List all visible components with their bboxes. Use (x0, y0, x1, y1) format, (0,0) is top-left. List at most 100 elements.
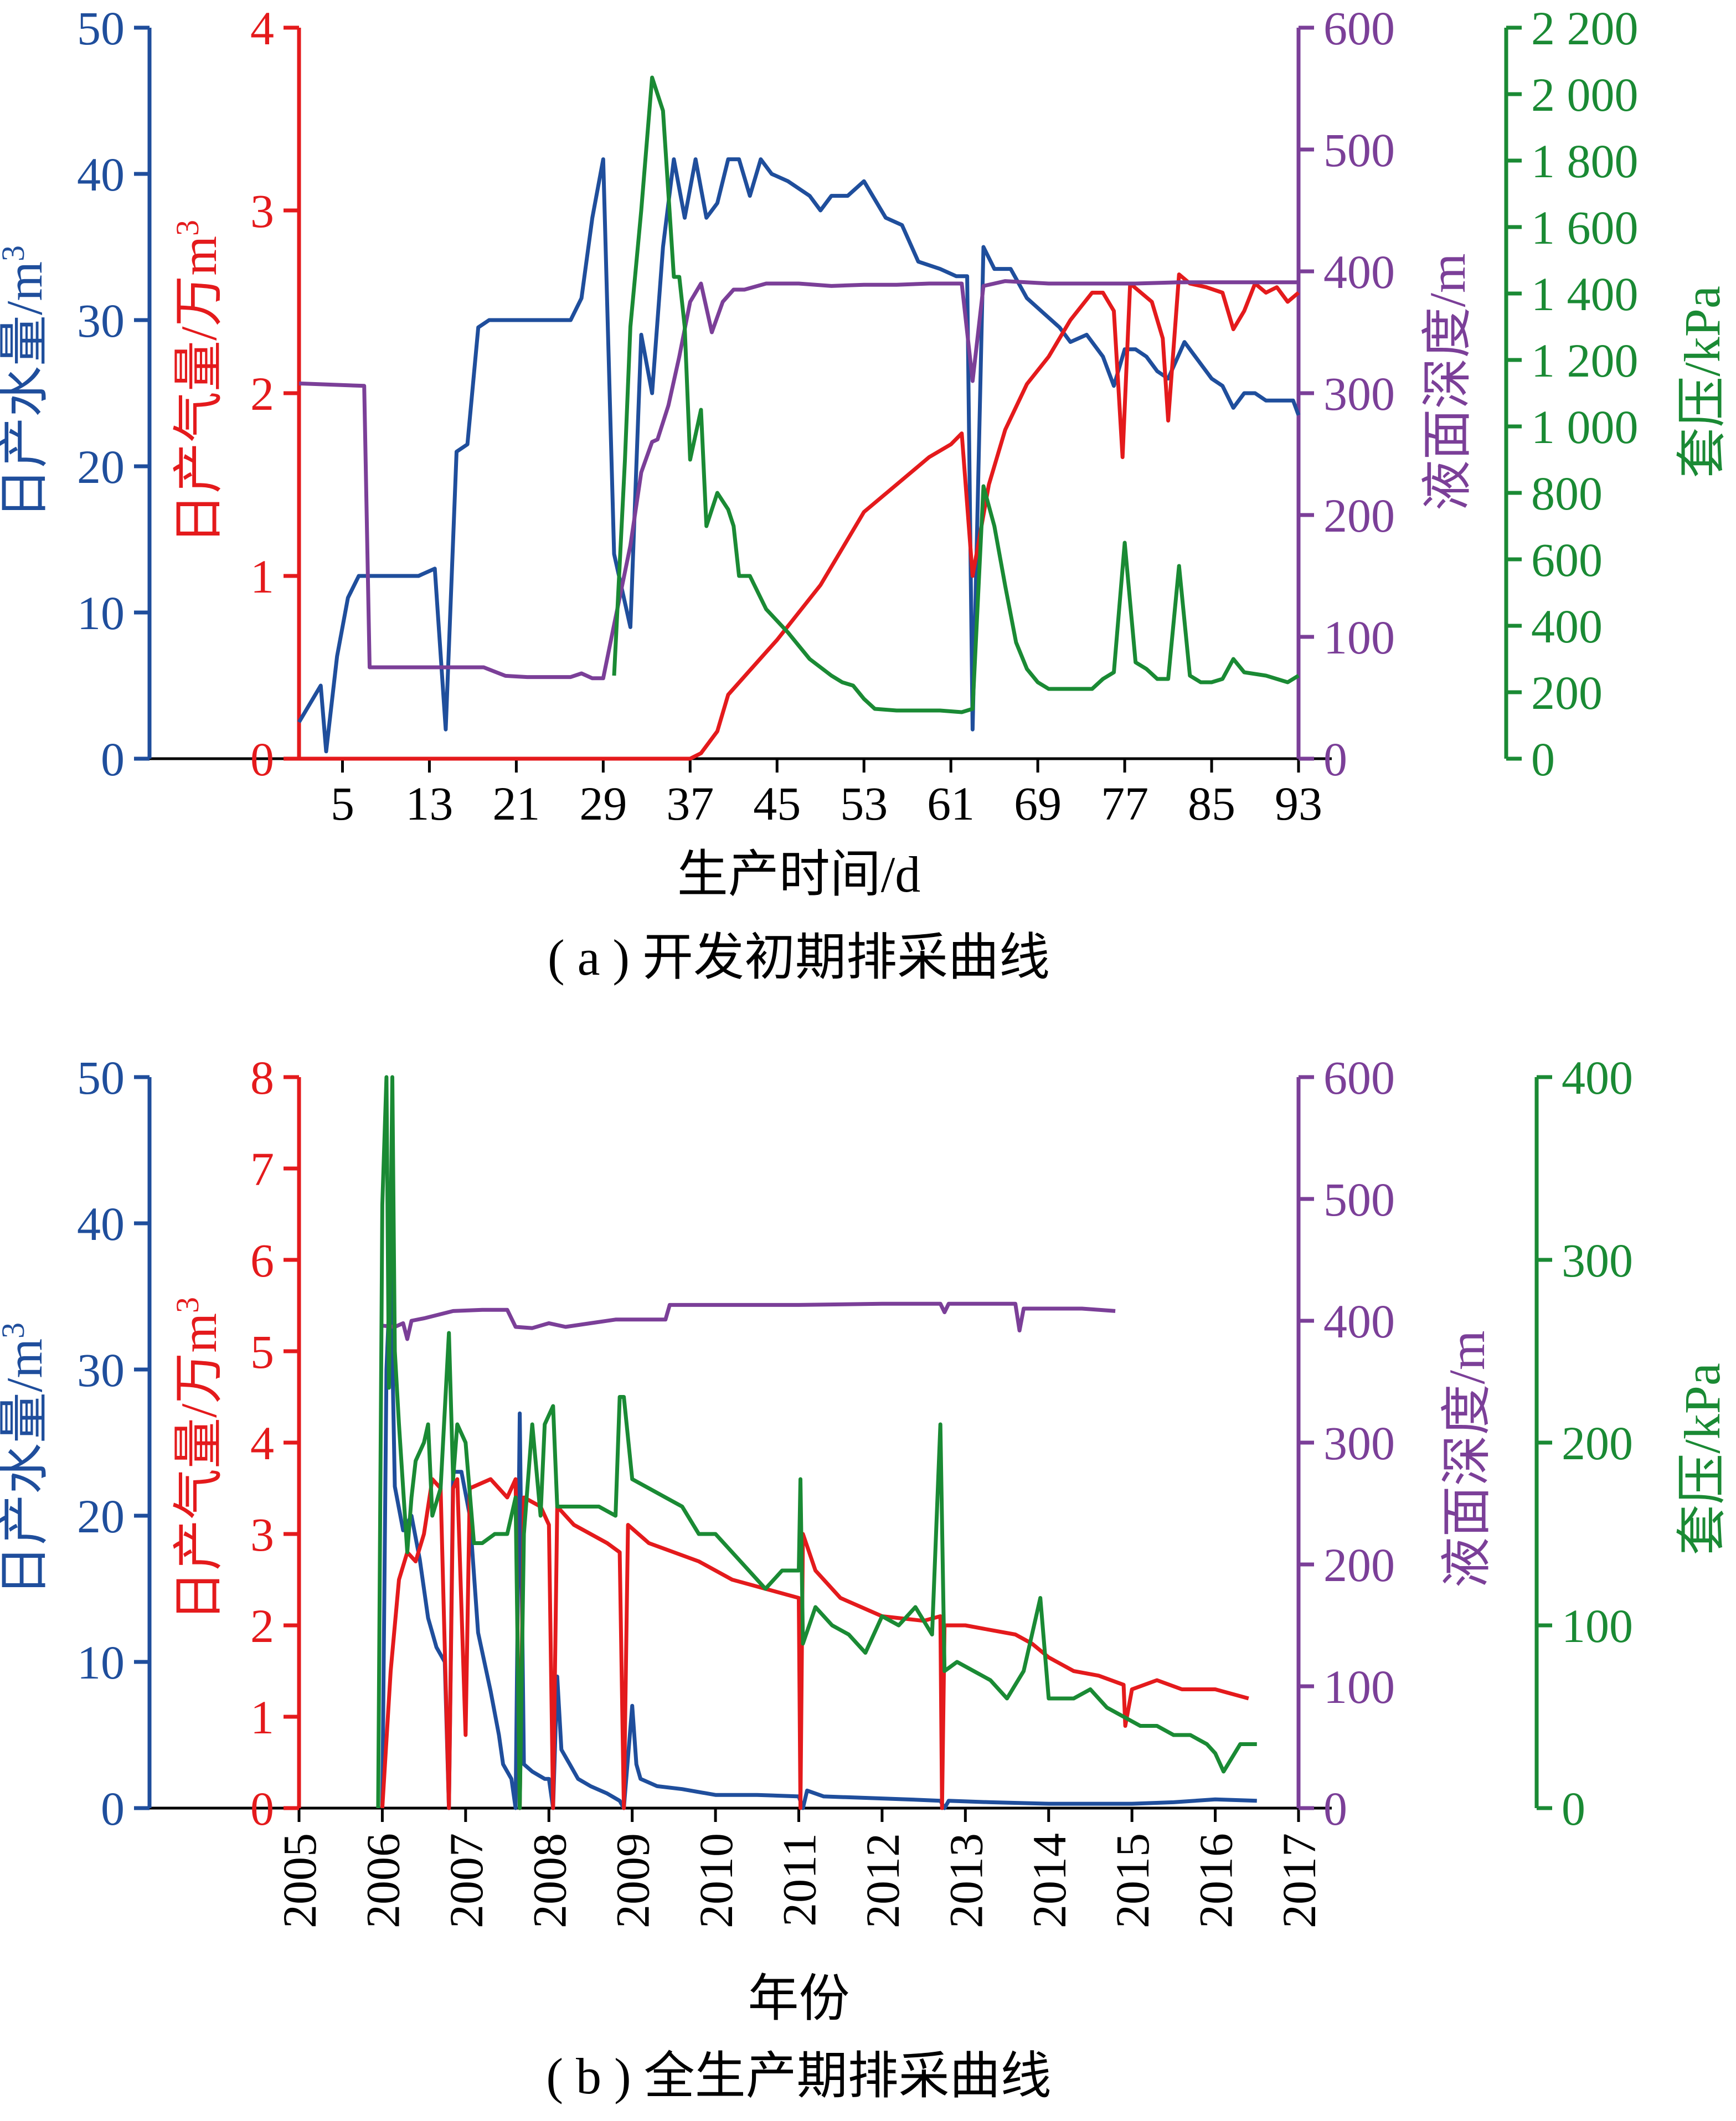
x-tick-label: 69 (1014, 777, 1062, 830)
x-tick-label: 2006 (356, 1833, 409, 1928)
panel-b-x-axis-label: 年份 (748, 1970, 849, 2027)
pressure-tick-label: 2 000 (1531, 68, 1639, 121)
x-tick-label: 13 (405, 777, 453, 830)
water-tick-label: 30 (77, 1343, 125, 1397)
x-tick-label: 2014 (1023, 1833, 1076, 1928)
pressure-tick-label: 1 800 (1531, 135, 1639, 188)
gas-tick-label: 3 (250, 1508, 274, 1561)
x-tick-label: 2015 (1106, 1833, 1159, 1928)
x-tick-label: 93 (1275, 777, 1322, 830)
level-tick-label: 200 (1323, 1538, 1395, 1592)
panel-b-series (376, 1075, 1257, 1810)
level-axis-label: 液面深度/m (1439, 1330, 1495, 1588)
gas-axis-label-superscript: 3 (169, 220, 205, 236)
water-tick-label: 20 (77, 440, 125, 493)
pressure-axis-label-text: 套压/kPa (1674, 286, 1730, 478)
pressure-tick-label: 400 (1531, 600, 1603, 653)
gas-axis-label-text: 日产气量/万m (171, 236, 227, 544)
level-tick-label: 500 (1323, 123, 1395, 177)
pressure-tick-label: 1 400 (1531, 267, 1639, 321)
level-series-line (382, 1301, 1116, 1341)
level-axis-label-text: 液面深度/m (1439, 1330, 1495, 1588)
gas-tick-label: 4 (250, 2, 274, 55)
pressure-tick-label: 800 (1531, 467, 1603, 520)
panel-a-x-axis-label: 生产时间/d (677, 846, 921, 903)
water-axis-label: 日产水量/m3 (0, 245, 53, 519)
level-tick-label: 200 (1323, 489, 1395, 542)
panel-a-y-axes: 01020304050日产水量/m301234日产气量/万m3010020030… (0, 2, 1730, 786)
x-tick-label: 85 (1188, 777, 1235, 830)
x-tick-label: 2013 (939, 1833, 992, 1928)
level-tick-label: 100 (1323, 1660, 1395, 1713)
panel-a-caption: ( a ) 开发初期排采曲线 (548, 929, 1050, 986)
gas-tick-label: 7 (250, 1142, 274, 1196)
water-axis-label-superscript: 3 (0, 1322, 31, 1339)
panel-a-chart: 5 13 21 29 37 45 53 61 69 77 85 93 生产时间/d ( a ) 开发初… (0, 2, 1730, 986)
water-tick-label: 10 (77, 1636, 125, 1689)
x-tick-label: 37 (666, 777, 714, 830)
level-tick-label: 600 (1323, 1051, 1395, 1104)
level-tick-label: 300 (1323, 1417, 1395, 1470)
gas-tick-label: 8 (250, 1051, 274, 1104)
gas-tick-label: 0 (250, 1782, 274, 1835)
water-tick-label: 50 (77, 2, 125, 55)
x-tick-label: 2011 (773, 1833, 826, 1927)
pressure-tick-label: 600 (1531, 533, 1603, 586)
panel-a-series (297, 75, 1301, 761)
x-tick-label: 2010 (689, 1833, 743, 1928)
level-axis-label-text: 液面深度/m (1419, 253, 1476, 511)
x-tick-label: 2016 (1189, 1833, 1243, 1928)
gas-tick-label: 1 (250, 1691, 274, 1744)
water-tick-label: 30 (77, 294, 125, 347)
pressure-tick-label: 400 (1562, 1051, 1633, 1104)
gas-axis-label: 日产气量/万m3 (169, 220, 228, 544)
pressure-tick-label: 200 (1531, 666, 1603, 719)
level-tick-label: 0 (1323, 1782, 1347, 1835)
water-axis-label-superscript: 3 (0, 245, 31, 261)
pressure-series-line (612, 75, 1300, 714)
level-tick-label: 300 (1323, 367, 1395, 420)
pressure-tick-label: 1 200 (1531, 334, 1639, 387)
x-tick-label: 61 (927, 777, 975, 830)
gas-tick-label: 6 (250, 1234, 274, 1287)
pressure-series-line (376, 1075, 1257, 1810)
gas-tick-label: 4 (250, 1417, 274, 1470)
water-series-line (297, 157, 1301, 754)
level-tick-label: 400 (1323, 1295, 1395, 1348)
x-tick-label: 5 (331, 777, 354, 830)
panel-b-y-axes: 01020304050日产水量/m3012345678日产气量/万m301002… (0, 1051, 1730, 1835)
x-tick-label: 2007 (440, 1833, 493, 1928)
gas-axis-label-text: 日产气量/万m (171, 1313, 227, 1621)
gas-tick-label: 1 (250, 550, 274, 603)
x-tick-label: 77 (1101, 777, 1148, 830)
pressure-axis: 0 200 400 600 800 1 000 1 200 1 400 1 600 1 800 2 … (1504, 2, 1730, 786)
pressure-tick-label: 2 200 (1531, 2, 1639, 55)
pressure-axis-label-text: 套压/kPa (1674, 1363, 1730, 1556)
pressure-axis-label: 套压/kPa (1674, 1363, 1730, 1556)
x-tick-label: 2017 (1273, 1833, 1326, 1928)
gas-tick-label: 2 (250, 1599, 274, 1652)
gas-axis-label-superscript: 3 (169, 1297, 205, 1313)
gas-series-line (299, 272, 1300, 761)
water-tick-label: 40 (77, 148, 125, 201)
panel-b-x-ticks: 2005 2006 2007 2008 2009 2010 2011 2012 2013 2014… (273, 1808, 1326, 1928)
pressure-axis-label: 套压/kPa (1674, 286, 1730, 478)
x-tick-label: 2005 (273, 1833, 326, 1928)
panel-b-chart: 2005 2006 2007 2008 2009 2010 2011 2012 2013 2014… (0, 1051, 1730, 2104)
water-axis: 0 10 20 30 40 50 日产水量/m3 (0, 1051, 152, 1835)
level-tick-label: 400 (1323, 245, 1395, 298)
level-tick-label: 0 (1323, 733, 1347, 786)
water-tick-label: 20 (77, 1490, 125, 1543)
water-tick-label: 10 (77, 586, 125, 640)
level-axis-label: 液面深度/m (1419, 253, 1476, 511)
level-axis: 0 100 200 300 400 500 600 液面深度/m (1296, 1051, 1495, 1835)
water-tick-label: 0 (101, 733, 125, 786)
gas-tick-label: 0 (250, 733, 274, 786)
water-axis-label-text: 日产水量/m (0, 261, 53, 519)
x-tick-label: 53 (840, 777, 888, 830)
gas-tick-label: 5 (250, 1325, 274, 1378)
